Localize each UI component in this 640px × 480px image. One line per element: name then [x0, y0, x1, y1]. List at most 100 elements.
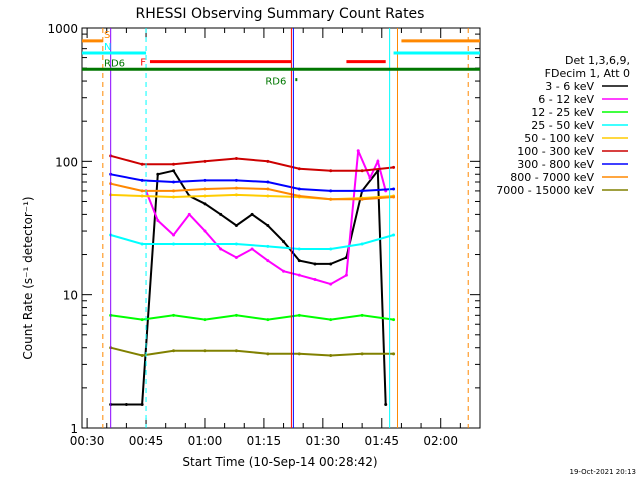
series-point-6 [203, 159, 207, 163]
legend-title: FDecim 1, Att 0 [545, 67, 630, 80]
series-point-9 [140, 353, 144, 357]
legend-entry-label: 300 - 800 keV [517, 158, 594, 171]
series-point-4 [234, 242, 238, 246]
series-point-8 [392, 195, 396, 199]
flag-label: N [104, 42, 111, 53]
series-point-4 [297, 247, 301, 251]
y-axis-label: Count Rate (s⁻¹ detector⁻¹) [21, 196, 35, 359]
x-tick-label: 00:45 [129, 434, 164, 448]
series-point-1 [172, 169, 176, 173]
series-point-8 [297, 194, 301, 198]
series-point-1 [219, 212, 223, 216]
flag-label: RD6 [104, 58, 125, 69]
series-point-1 [234, 224, 238, 228]
series-point-2 [313, 277, 317, 281]
series-point-1 [203, 202, 207, 206]
y-tick-label: 1000 [47, 22, 78, 36]
series-point-8 [140, 189, 144, 193]
x-tick-label: 01:30 [306, 434, 341, 448]
legend-entry-label: 800 - 7000 keV [510, 171, 594, 184]
x-tick-label: 01:15 [247, 434, 282, 448]
series-point-5 [234, 193, 238, 197]
series-point-4 [172, 242, 176, 246]
series-point-4 [329, 247, 333, 251]
series-point-7 [203, 178, 207, 182]
series-point-9 [203, 349, 207, 353]
series-point-7 [140, 178, 144, 182]
series-point-5 [203, 194, 207, 198]
series-point-2 [297, 273, 301, 277]
series-point-1 [384, 403, 388, 407]
series-line-2 [145, 150, 387, 286]
series-point-2 [282, 269, 286, 273]
axes: 1 10 100 1000 00:30 00:45 01:00 01:15 01:30 01:45… [47, 22, 481, 448]
legend-entry-label: 25 - 50 keV [531, 119, 594, 132]
x-tick-label: 00:30 [70, 434, 105, 448]
series-point-6 [297, 167, 301, 171]
timestamp: 19-Oct-2021 20:13 [570, 468, 636, 476]
series-point-3 [203, 318, 207, 322]
series-point-4 [203, 242, 207, 246]
series-point-8 [203, 187, 207, 191]
series-point-4 [360, 242, 364, 246]
series-point-9 [297, 352, 301, 356]
x-tick-label: 02:00 [423, 434, 458, 448]
series-point-1 [297, 259, 301, 263]
series-point-9 [266, 352, 270, 356]
series-point-3 [266, 318, 270, 322]
series-point-2 [219, 247, 223, 251]
series-point-2 [356, 149, 360, 153]
x-tick-label: 01:00 [188, 434, 223, 448]
series-point-7 [297, 187, 301, 191]
series-point-1 [156, 172, 160, 176]
series-point-8 [234, 186, 238, 190]
series-point-6 [392, 165, 396, 169]
series-point-1 [329, 262, 333, 266]
series-point-2 [187, 212, 191, 216]
series-point-9 [172, 349, 176, 353]
series-point-7 [329, 189, 333, 193]
series-point-2 [172, 233, 176, 237]
series-point-1 [140, 403, 144, 407]
y-tick-label: 1 [70, 422, 78, 436]
series-point-4 [392, 233, 396, 237]
series-point-8 [329, 197, 333, 201]
legend-entry-label: 12 - 25 keV [531, 106, 594, 119]
series-point-3 [360, 313, 364, 317]
series-point-2 [203, 229, 207, 233]
y-tick-label: 10 [63, 289, 78, 303]
series-point-1 [124, 403, 128, 407]
series-point-6 [360, 169, 364, 173]
series-point-8 [266, 187, 270, 191]
series-line-4 [110, 234, 394, 250]
legend-title: Det 1,3,6,9, [565, 54, 630, 67]
y-tick-label: 100 [55, 155, 78, 169]
series-point-5 [172, 195, 176, 199]
series-point-2 [156, 218, 160, 222]
series-point-2 [234, 255, 238, 259]
series-point-2 [266, 259, 270, 263]
x-axis-label: Start Time (10-Sep-14 00:28:42) [182, 455, 377, 469]
series-point-6 [234, 157, 238, 161]
series-point-4 [266, 244, 270, 248]
series-point-3 [329, 318, 333, 322]
series-point-3 [392, 318, 396, 322]
series-point-1 [282, 240, 286, 244]
series-point-7 [360, 189, 364, 193]
series-point-8 [360, 197, 364, 201]
plot-frame [81, 27, 481, 429]
legend-entry-label: 7000 - 15000 keV [496, 184, 594, 197]
flags-layer: SN F RD6 RD6 [82, 28, 480, 428]
series-point-3 [140, 318, 144, 322]
series-point-7 [172, 180, 176, 184]
series-line-6 [110, 154, 394, 172]
series-point-6 [172, 162, 176, 166]
series-point-9 [234, 349, 238, 353]
series-point-2 [329, 282, 333, 286]
series-point-6 [329, 169, 333, 173]
series-point-9 [329, 353, 333, 357]
series-point-7 [234, 178, 238, 182]
